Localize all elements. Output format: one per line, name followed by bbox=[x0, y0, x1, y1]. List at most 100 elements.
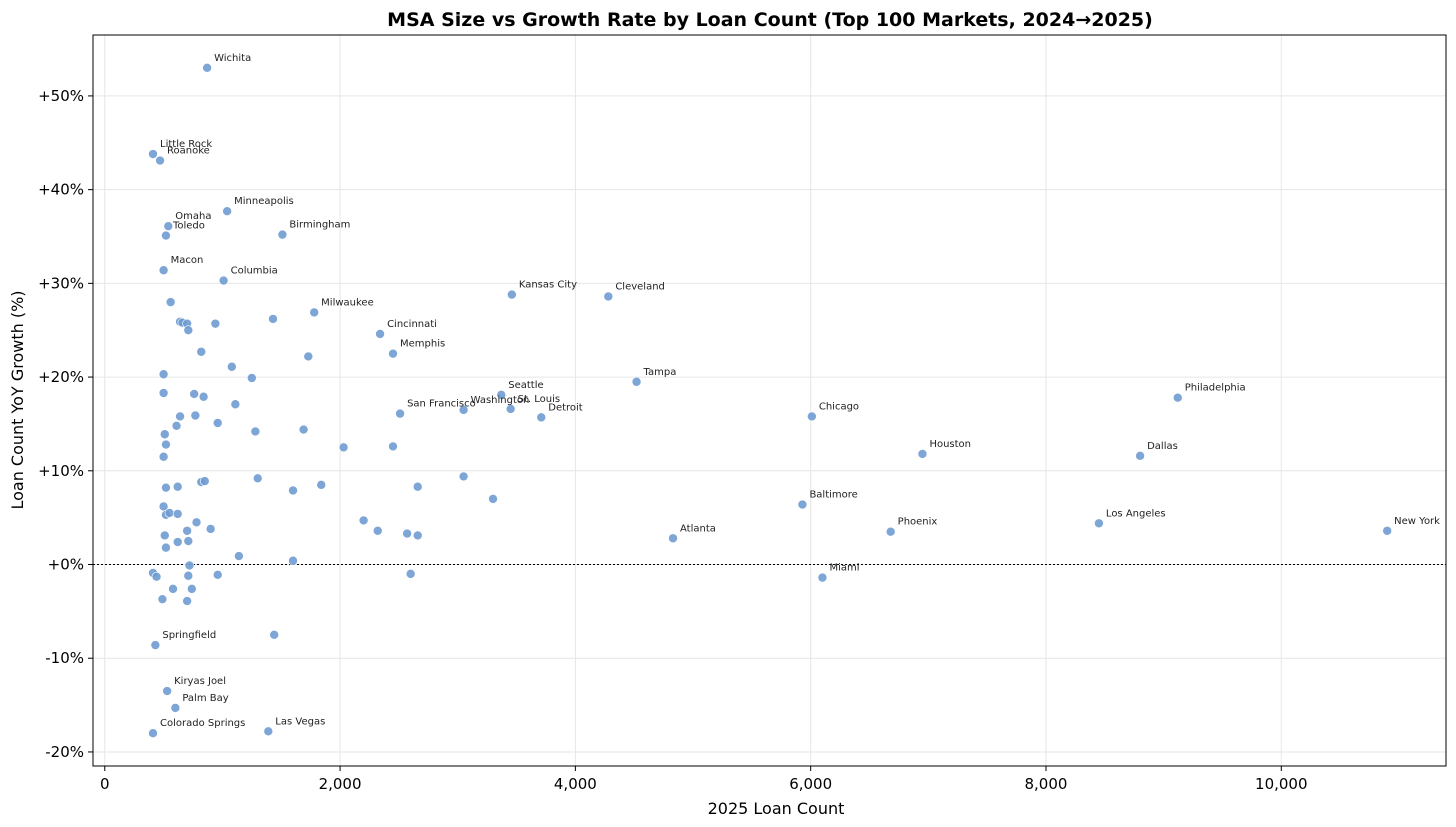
data-point bbox=[199, 476, 210, 486]
point-label: Wichita bbox=[214, 53, 251, 64]
data-point bbox=[183, 325, 194, 336]
point-label: Palm Bay bbox=[182, 693, 228, 704]
data-point bbox=[917, 449, 928, 459]
data-point bbox=[157, 594, 168, 604]
data-point bbox=[817, 572, 828, 583]
data-point bbox=[268, 314, 278, 324]
y-tick-label: +0% bbox=[48, 556, 84, 574]
data-point bbox=[183, 536, 194, 546]
point-label: Seattle bbox=[508, 380, 543, 391]
data-point bbox=[1382, 525, 1392, 536]
point-label: Dallas bbox=[1147, 441, 1178, 452]
data-point bbox=[1172, 392, 1183, 403]
data-point bbox=[388, 348, 398, 359]
data-point bbox=[164, 508, 175, 518]
data-point bbox=[269, 629, 279, 640]
point-label: Macon bbox=[171, 255, 204, 266]
data-point bbox=[159, 530, 170, 541]
point-label: Columbia bbox=[231, 266, 278, 277]
data-point bbox=[288, 555, 298, 566]
point-label: Kiryas Joel bbox=[174, 676, 226, 687]
x-tick-label: 4,000 bbox=[554, 775, 597, 793]
data-point bbox=[183, 570, 194, 581]
point-label: Houston bbox=[929, 439, 971, 450]
point-label: Springfield bbox=[162, 630, 216, 641]
y-tick-label: -10% bbox=[45, 649, 84, 667]
data-point bbox=[252, 473, 263, 484]
data-point bbox=[412, 530, 423, 541]
data-point bbox=[198, 391, 209, 402]
data-point bbox=[162, 686, 172, 696]
point-label: Cleveland bbox=[615, 281, 665, 292]
point-label: Los Angeles bbox=[1106, 508, 1166, 519]
data-point bbox=[222, 206, 232, 216]
point-label: Minneapolis bbox=[234, 196, 294, 207]
data-point bbox=[172, 481, 183, 492]
data-point bbox=[395, 408, 405, 419]
point-label: San Francisco bbox=[407, 399, 476, 410]
data-point bbox=[303, 351, 314, 362]
data-point bbox=[263, 726, 274, 737]
y-tick-label: +30% bbox=[38, 274, 84, 292]
data-point bbox=[161, 230, 171, 241]
data-point bbox=[309, 307, 319, 318]
x-tick-label: 2,000 bbox=[319, 775, 362, 793]
x-tick-label: 10,000 bbox=[1255, 775, 1308, 793]
data-point bbox=[375, 329, 385, 339]
data-point bbox=[631, 376, 642, 387]
data-point bbox=[196, 346, 207, 357]
data-point bbox=[338, 442, 349, 453]
y-tick-label: +50% bbox=[38, 87, 84, 105]
y-tick-label: +40% bbox=[38, 181, 84, 199]
data-point bbox=[247, 373, 257, 383]
data-point bbox=[458, 405, 469, 415]
x-tick-label: 6,000 bbox=[789, 775, 832, 793]
data-point bbox=[210, 318, 221, 329]
data-point bbox=[165, 297, 176, 307]
data-points bbox=[148, 63, 1392, 738]
data-point bbox=[797, 499, 808, 510]
data-point bbox=[388, 441, 398, 452]
data-point bbox=[885, 526, 896, 537]
point-label: Kansas City bbox=[519, 280, 577, 291]
data-point bbox=[536, 412, 547, 423]
point-label: Baltimore bbox=[809, 490, 857, 501]
data-point bbox=[212, 570, 223, 580]
data-point bbox=[234, 551, 244, 561]
point-label: New York bbox=[1394, 516, 1440, 527]
data-point bbox=[603, 291, 614, 302]
data-point bbox=[488, 494, 498, 504]
data-point bbox=[250, 426, 261, 437]
data-point bbox=[496, 390, 507, 400]
plot-frame bbox=[92, 34, 1447, 767]
point-label: Cincinnati bbox=[387, 319, 437, 330]
data-point bbox=[202, 63, 212, 73]
y-tick-label: +20% bbox=[38, 368, 84, 386]
data-point bbox=[505, 404, 516, 414]
data-point bbox=[298, 424, 309, 435]
point-label: Little Rock bbox=[160, 139, 212, 150]
data-point bbox=[182, 596, 192, 606]
data-point bbox=[807, 411, 817, 422]
point-label: St. Louis bbox=[518, 394, 560, 405]
data-point bbox=[277, 229, 288, 240]
y-axis-ticks: -20% -10% +0% +10% +20% +30% +40% +50% bbox=[38, 87, 93, 761]
data-point bbox=[158, 451, 169, 462]
data-point bbox=[1094, 518, 1104, 529]
point-label: Chicago bbox=[819, 401, 859, 412]
data-point bbox=[668, 533, 678, 544]
data-point bbox=[205, 524, 216, 534]
data-point bbox=[187, 584, 197, 594]
data-point bbox=[191, 517, 202, 528]
data-point bbox=[170, 703, 181, 713]
data-point bbox=[172, 537, 183, 547]
point-label: Las Vegas bbox=[275, 716, 325, 727]
data-point bbox=[212, 418, 223, 428]
point-label: Colorado Springs bbox=[160, 718, 245, 729]
data-point bbox=[161, 439, 171, 450]
x-axis-ticks: 0 2,000 4,000 6,000 8,000 10,000 bbox=[100, 766, 1308, 793]
y-tick-label: -20% bbox=[45, 743, 84, 761]
data-point bbox=[1135, 450, 1145, 461]
data-point bbox=[412, 481, 423, 492]
x-tick-label: 8,000 bbox=[1025, 775, 1068, 793]
